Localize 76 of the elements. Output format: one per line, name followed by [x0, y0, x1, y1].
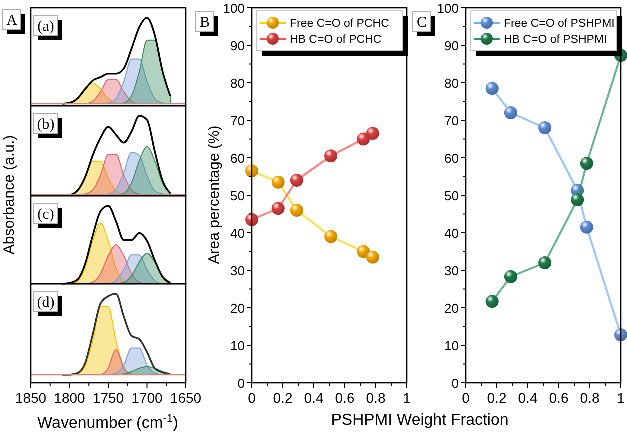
point: [580, 157, 594, 170]
point: [571, 194, 584, 206]
x-tick-label: 1: [617, 390, 626, 406]
legend-label: Free C=O of PSHPMI: [504, 18, 615, 30]
x-tick-label: 0.4: [518, 390, 538, 406]
y-tick-label: 10: [230, 338, 245, 354]
x-tick-label: 1800: [54, 390, 86, 406]
x-tick-label: 1750: [92, 390, 124, 406]
point: [486, 82, 499, 96]
point: [357, 132, 370, 146]
point: [246, 164, 258, 178]
x-tick-label: 0.8: [580, 390, 600, 406]
chart-title: (d): [37, 295, 55, 311]
text: B: [200, 15, 210, 31]
point: [580, 220, 594, 234]
y-tick-label: 60: [444, 151, 459, 166]
x-tick-label: 0.4: [304, 390, 324, 406]
y-tick-label: 70: [230, 114, 245, 128]
y-tick-label: 10: [444, 338, 459, 354]
y-tick-label: 80: [444, 76, 459, 91]
y-tick-label: 80: [230, 76, 245, 91]
point: [486, 295, 499, 308]
y-tick-label: 100: [223, 1, 245, 16]
y-tick-label: 30: [444, 264, 459, 278]
x-tick-label: 0: [248, 390, 256, 406]
point: [290, 204, 304, 217]
point: [290, 174, 304, 187]
y-tick-label: 20: [444, 301, 459, 316]
point: [324, 150, 338, 163]
chart-title: (c): [38, 207, 54, 223]
y-tick-label: 20: [230, 301, 245, 316]
x-tick-label: 1650: [170, 390, 202, 406]
point: [366, 250, 380, 264]
x-tick-label: 0.2: [273, 390, 293, 406]
point: [357, 245, 370, 258]
text: A: [6, 13, 18, 29]
x-tick-label: 1: [403, 390, 412, 406]
x-tick-label: 0.2: [487, 390, 507, 406]
chart-title: (b): [37, 117, 55, 133]
y-tick-label: 0: [452, 376, 459, 391]
y-tick-label: 0: [238, 376, 245, 391]
point: [366, 127, 380, 140]
point: [504, 106, 518, 120]
x-tick-label: 0.6: [335, 390, 355, 406]
point: [538, 122, 552, 134]
y-tick-label: 90: [230, 38, 245, 54]
point: [538, 256, 552, 270]
point: [272, 176, 285, 189]
point: [324, 230, 338, 244]
x-axis-title: PSHPMI Weight Fraction: [331, 412, 509, 429]
y-tick-label: 70: [444, 114, 459, 128]
y-tick-label: 60: [230, 151, 245, 166]
y-axis-title: Absorbance (a.u.): [1, 135, 18, 255]
y-tick-label: 100: [437, 1, 459, 16]
legend-label: HB C=O of PCHC: [290, 34, 382, 46]
chart-title: (a): [38, 19, 54, 35]
y-tick-label: 40: [230, 226, 245, 241]
legend-label: HB C=O of PSHPMI: [504, 34, 608, 46]
x-tick-label: 0.8: [366, 390, 386, 406]
point: [246, 213, 258, 226]
x-axis-title: Wavenumber (cm$^{-1}$): [38, 413, 178, 432]
point: [272, 202, 285, 216]
x-tick-label: 0.6: [549, 390, 569, 406]
y-tick-label: 40: [444, 226, 459, 241]
legend-label: Free C=O of PCHC: [290, 18, 390, 30]
y-tick-label: 50: [444, 188, 459, 204]
y-axis-title: Area percentage (%): [206, 126, 223, 264]
x-tick-label: 0: [462, 390, 470, 406]
y-tick-label: 30: [230, 264, 245, 278]
x-tick-label: 1850: [15, 390, 47, 406]
point: [504, 270, 518, 284]
point: [614, 328, 627, 342]
y-tick-label: 90: [444, 38, 459, 54]
x-tick-label: 1700: [132, 390, 164, 406]
text: C: [416, 15, 428, 31]
y-tick-label: 50: [230, 188, 245, 204]
